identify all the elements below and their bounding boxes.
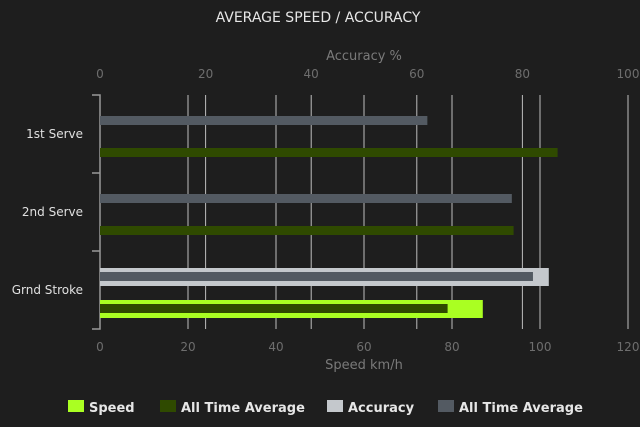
bar-speed-average — [100, 304, 448, 313]
tick-label-accuracy: 0 — [96, 67, 104, 81]
bottom-axis-label: Speed km/h — [325, 358, 403, 373]
category-label: Grnd Stroke — [12, 283, 83, 297]
bar-speed-average — [100, 226, 514, 235]
legend-swatch — [68, 400, 84, 412]
legend-swatch — [160, 400, 176, 412]
legend-swatch — [438, 400, 454, 412]
tick-label-speed: 40 — [268, 340, 283, 354]
tick-label-accuracy: 60 — [409, 67, 424, 81]
legend-label: All Time Average — [459, 401, 583, 416]
category-label: 1st Serve — [26, 127, 83, 141]
top-axis-label: Accuracy % — [326, 49, 402, 64]
bar-accuracy-average — [100, 116, 428, 125]
tick-label-speed: 100 — [529, 340, 552, 354]
legend-label: All Time Average — [181, 401, 305, 416]
tick-label-speed: 80 — [444, 340, 459, 354]
legend-swatch — [327, 400, 343, 412]
bar-speed-average — [100, 148, 558, 157]
legend-label: Speed — [89, 401, 135, 416]
chart-title: AVERAGE SPEED / ACCURACY — [216, 10, 421, 26]
tick-label-speed: 0 — [96, 340, 104, 354]
tick-label-accuracy: 20 — [198, 67, 213, 81]
tick-label-accuracy: 40 — [304, 67, 319, 81]
bar-accuracy-average — [100, 194, 512, 203]
bar-accuracy-average — [100, 272, 533, 281]
tick-label-speed: 120 — [617, 340, 640, 354]
tick-label-accuracy: 100 — [617, 67, 640, 81]
tick-label-accuracy: 80 — [515, 67, 530, 81]
category-label: 2nd Serve — [22, 205, 83, 219]
category-axis — [92, 94, 101, 330]
tick-label-speed: 60 — [356, 340, 371, 354]
tick-label-speed: 20 — [180, 340, 195, 354]
legend-label: Accuracy — [348, 401, 415, 416]
